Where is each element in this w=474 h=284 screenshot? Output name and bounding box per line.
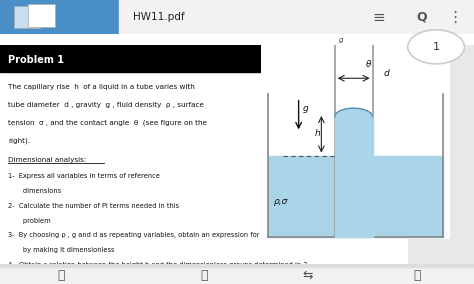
Text: tension  σ , and the contact angle  θ  (see figure on the: tension σ , and the contact angle θ (see…: [8, 120, 207, 126]
Bar: [118, 0, 474, 34]
Text: 1-  Express all variables in terms of reference: 1- Express all variables in terms of ref…: [8, 173, 160, 179]
Text: Dimensional analysis:: Dimensional analysis:: [8, 157, 87, 163]
Bar: [335, 115, 373, 237]
Text: 2-  Calculate the number of Pi terms needed in this: 2- Calculate the number of Pi terms need…: [8, 203, 179, 209]
Text: problem: problem: [8, 218, 51, 224]
Text: 1: 1: [433, 42, 439, 52]
Bar: [28, 5, 55, 27]
Bar: [268, 156, 443, 237]
Text: right).: right).: [8, 137, 30, 144]
Text: ⋮: ⋮: [447, 10, 463, 24]
Text: by making it dimensionless: by making it dimensionless: [8, 247, 115, 253]
Text: 語: 語: [58, 269, 65, 282]
Circle shape: [408, 30, 465, 64]
Text: 💭: 💭: [200, 269, 208, 282]
Text: ρ,σ: ρ,σ: [274, 197, 288, 206]
Text: ⇆: ⇆: [303, 269, 313, 282]
Text: 4-  Obtain a relation between the height h and the dimensionless groups determin: 4- Obtain a relation between the height …: [8, 262, 310, 268]
Text: Problem 1: Problem 1: [8, 55, 64, 65]
Polygon shape: [335, 108, 373, 117]
Text: θ: θ: [366, 60, 372, 69]
Text: dimensions: dimensions: [8, 188, 61, 194]
Text: g: g: [339, 37, 344, 43]
Text: tube diameter  d , gravity  g , fluid density  ρ , surface: tube diameter d , gravity g , fluid dens…: [8, 102, 204, 108]
Bar: [0, 45, 408, 72]
Text: h: h: [315, 129, 320, 138]
Text: The capillary rise  h  of a liquid in a tube varies with: The capillary rise h of a liquid in a tu…: [8, 84, 195, 90]
Text: g: g: [302, 104, 308, 113]
Text: d: d: [384, 69, 390, 78]
Text: HW11.pdf: HW11.pdf: [133, 12, 184, 22]
Text: ≡: ≡: [373, 10, 385, 24]
Text: 3-  By choosing ρ , g and d as repeating variables, obtain an expression for eac: 3- By choosing ρ , g and d as repeating …: [8, 232, 304, 238]
Bar: [14, 6, 40, 28]
Text: 🔖: 🔖: [413, 269, 421, 282]
Text: Q: Q: [417, 11, 427, 24]
Bar: [0, 264, 474, 266]
Bar: [0, 0, 118, 34]
